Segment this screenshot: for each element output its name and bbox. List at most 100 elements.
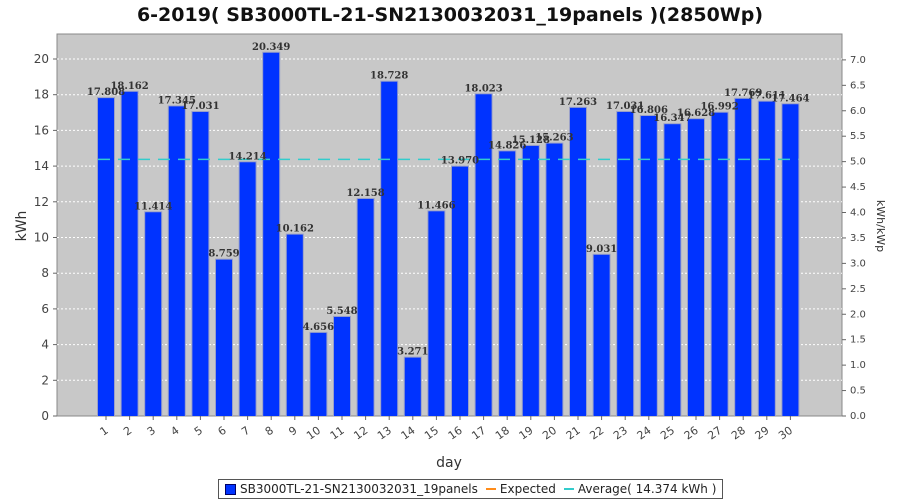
bar [758, 101, 775, 416]
bar [286, 234, 303, 416]
bar [121, 91, 138, 417]
x-tick-label: 7 [239, 424, 252, 439]
x-tick-label: 12 [351, 424, 370, 443]
data-label: 16.806 [630, 105, 668, 116]
y-tick-label: 20 [34, 52, 49, 66]
x-axis-label: day [436, 455, 462, 471]
bar [452, 166, 468, 416]
y2-tick-label: 7.0 [850, 55, 866, 66]
x-tick-label: 8 [263, 424, 276, 439]
data-label: 17.769 [724, 88, 762, 99]
legend-item-series: SB3000TL-21-SN2130032031_19panels [225, 482, 478, 496]
data-label: 17.031 [606, 101, 644, 112]
data-label: 14.214 [228, 151, 266, 162]
x-tick-label: 9 [286, 424, 299, 439]
x-tick-label: 30 [776, 424, 795, 443]
data-label: 11.466 [417, 200, 455, 211]
data-label: 16.347 [653, 113, 691, 124]
bars-layer [97, 51, 800, 417]
y2-tick-label: 3.5 [850, 233, 866, 244]
y-tick-label: 8 [41, 266, 49, 280]
x-tick-label: 14 [399, 424, 418, 443]
bar [404, 357, 421, 416]
y-tick-label: 16 [34, 123, 49, 137]
data-label: 18.023 [464, 83, 502, 94]
y-tick-label: 12 [34, 195, 49, 209]
legend-item-average: Average( 14.374 kWh ) [563, 482, 717, 496]
x-tick-label: 27 [705, 424, 724, 443]
x-tick-label: 19 [517, 424, 536, 443]
x-tick-label: 18 [493, 424, 512, 443]
bar [310, 332, 327, 416]
legend-average-label: Average( 14.374 kWh ) [577, 482, 717, 496]
x-tick-label: 24 [635, 424, 654, 443]
legend-series-swatch [225, 483, 236, 495]
x-tick-label: 28 [729, 424, 748, 443]
y-axis-left: 0 2 4 6 8 10 12 14 16 18 20 [34, 52, 57, 423]
bar [98, 98, 114, 416]
chart-title: 6-2019( SB3000TL-21-SN2130032031_19panel… [136, 4, 764, 26]
bar [263, 52, 280, 417]
data-label: 17.611 [748, 91, 786, 102]
y-tick-label: 10 [34, 230, 49, 244]
data-label: 3.271 [397, 347, 428, 358]
data-label: 10.162 [276, 224, 314, 235]
bar [617, 111, 634, 416]
x-tick-label: 25 [658, 424, 677, 443]
legend-average-swatch [563, 488, 574, 490]
data-label: 9.031 [586, 244, 617, 255]
x-tick-label: 3 [145, 424, 158, 439]
x-tick-label: 2 [121, 424, 134, 439]
y-tick-label: 0 [41, 409, 49, 423]
bar [192, 111, 209, 416]
y2-tick-label: 1.5 [850, 335, 866, 346]
bar [546, 143, 563, 416]
x-tick-label: 21 [564, 424, 583, 443]
bar [688, 119, 704, 416]
y2-tick-label: 6.5 [850, 80, 866, 91]
x-tick-label: 13 [375, 424, 394, 443]
y-tick-label: 2 [41, 373, 49, 387]
bar [381, 81, 398, 417]
data-label: 15.128 [512, 135, 550, 146]
bar [782, 104, 799, 417]
data-label: 11.414 [134, 201, 172, 212]
grid-layer [57, 58, 842, 381]
y2-tick-label: 1.0 [850, 360, 866, 371]
x-tick-label: 29 [753, 424, 772, 443]
legend-item-expected: Expected [485, 482, 556, 496]
y-axis-label: kWh [14, 211, 30, 242]
data-label: 4.656 [303, 322, 334, 333]
x-tick-label: 6 [216, 424, 229, 439]
bar [522, 145, 539, 416]
y2-tick-label: 4.5 [850, 182, 866, 193]
bar [334, 316, 350, 416]
y2-tick-label: 5.5 [850, 131, 866, 142]
legend: SB3000TL-21-SN2130032031_19panels Expect… [218, 479, 724, 499]
x-tick-label: 1 [98, 424, 111, 439]
data-label: 17.263 [559, 97, 597, 108]
y2-tick-label: 0.5 [850, 386, 866, 397]
y-axis-right: 0.0 0.5 1.0 1.5 2.0 2.5 3.0 3.5 4.0 4.5 5.0 5.5 6.0 6… [842, 55, 866, 422]
x-tick-label: 26 [682, 424, 701, 443]
bar [168, 106, 185, 417]
x-tick-label: 16 [446, 424, 465, 443]
bar [711, 112, 728, 416]
x-tick-label: 22 [587, 424, 606, 443]
bar [664, 124, 681, 416]
x-axis: 1 2 3 4 5 6 7 8 9 10 11 12 13 14 15 16 17 18 19 20 21 22 23 24 2… [98, 416, 795, 443]
bar [499, 151, 516, 416]
bar [640, 116, 657, 417]
data-label: 20.349 [252, 42, 290, 53]
legend-series-label: SB3000TL-21-SN2130032031_19panels [240, 482, 478, 496]
bar [735, 98, 752, 416]
data-label: 17.031 [181, 101, 219, 112]
legend-expected-swatch [485, 488, 496, 490]
x-tick-label: 10 [304, 424, 323, 443]
data-label: 16.992 [700, 102, 738, 113]
y2-tick-label: 3.0 [850, 258, 866, 269]
data-labels-layer: 17.80818.16211.41417.34517.0318.75914.21… [87, 42, 810, 358]
data-label: 16.628 [677, 108, 715, 119]
y-tick-label: 14 [34, 159, 49, 173]
